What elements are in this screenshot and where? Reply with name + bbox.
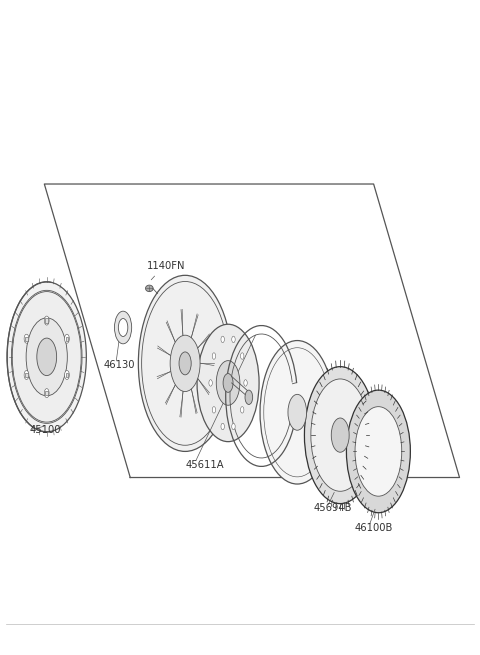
- Text: 45611A: 45611A: [185, 460, 224, 470]
- Ellipse shape: [24, 371, 29, 379]
- Ellipse shape: [311, 379, 370, 491]
- Ellipse shape: [12, 290, 82, 423]
- Ellipse shape: [245, 390, 252, 404]
- Ellipse shape: [65, 334, 69, 343]
- Ellipse shape: [221, 423, 224, 430]
- Text: 1140FN: 1140FN: [147, 261, 185, 271]
- Ellipse shape: [355, 407, 402, 496]
- Text: 46130: 46130: [104, 360, 135, 370]
- Ellipse shape: [7, 282, 86, 432]
- Ellipse shape: [331, 418, 349, 452]
- FancyBboxPatch shape: [25, 373, 28, 377]
- Ellipse shape: [209, 380, 212, 386]
- Ellipse shape: [264, 348, 331, 477]
- Ellipse shape: [240, 407, 244, 413]
- Ellipse shape: [37, 338, 57, 375]
- FancyBboxPatch shape: [45, 391, 48, 395]
- Ellipse shape: [212, 353, 216, 359]
- FancyBboxPatch shape: [66, 373, 68, 377]
- Ellipse shape: [44, 388, 49, 398]
- Ellipse shape: [347, 390, 410, 513]
- Ellipse shape: [138, 275, 232, 451]
- Ellipse shape: [216, 361, 240, 405]
- Ellipse shape: [232, 423, 235, 430]
- Ellipse shape: [240, 353, 244, 359]
- Ellipse shape: [26, 318, 67, 396]
- Ellipse shape: [142, 282, 228, 445]
- Ellipse shape: [197, 324, 259, 441]
- Ellipse shape: [145, 285, 153, 291]
- Ellipse shape: [232, 336, 235, 343]
- FancyBboxPatch shape: [45, 318, 48, 323]
- Ellipse shape: [244, 380, 247, 386]
- Ellipse shape: [24, 334, 29, 343]
- Ellipse shape: [170, 335, 200, 392]
- Ellipse shape: [288, 394, 307, 430]
- Ellipse shape: [115, 311, 132, 344]
- Text: 46100B: 46100B: [355, 523, 393, 533]
- Text: 45694B: 45694B: [314, 504, 352, 514]
- Ellipse shape: [65, 371, 69, 379]
- Ellipse shape: [260, 341, 335, 484]
- Ellipse shape: [179, 352, 191, 375]
- Ellipse shape: [12, 291, 81, 422]
- Text: 45100: 45100: [30, 425, 61, 435]
- Ellipse shape: [304, 367, 376, 504]
- FancyBboxPatch shape: [66, 337, 68, 341]
- Ellipse shape: [212, 407, 216, 413]
- Ellipse shape: [221, 336, 224, 343]
- FancyBboxPatch shape: [25, 337, 28, 341]
- Ellipse shape: [119, 318, 128, 337]
- Ellipse shape: [44, 316, 49, 325]
- Ellipse shape: [223, 373, 233, 392]
